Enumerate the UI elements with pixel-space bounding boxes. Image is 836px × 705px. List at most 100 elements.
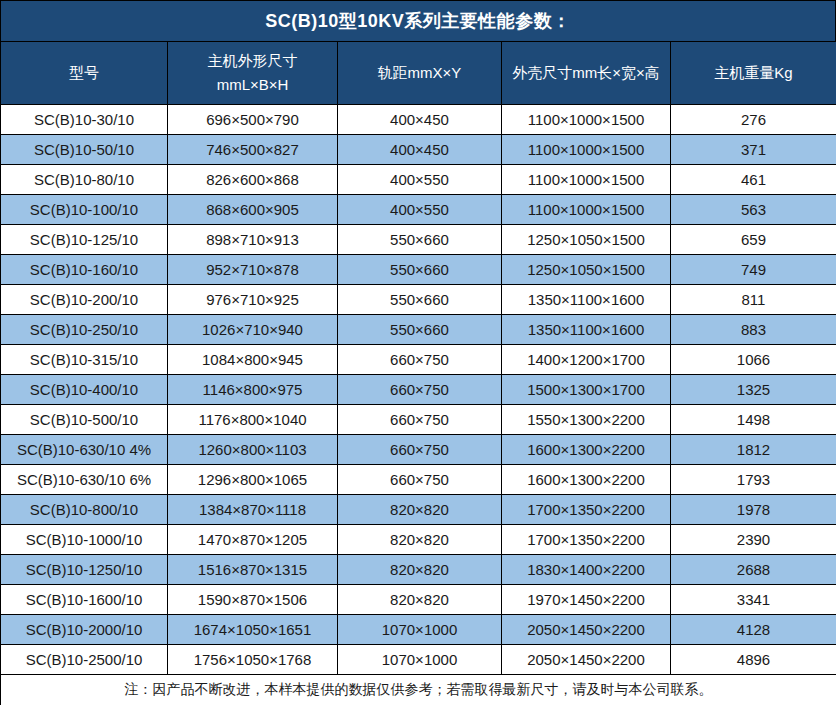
table-cell: 1296×800×1065 xyxy=(168,465,338,495)
column-header-model: 型号 xyxy=(1,42,168,105)
table-cell: 1470×870×1205 xyxy=(168,525,338,555)
table-cell: 1978 xyxy=(671,495,836,525)
table-cell: 4128 xyxy=(671,615,836,645)
table-row: SC(B)10-100/10868×600×905400×5501100×100… xyxy=(1,195,836,225)
table-cell: 1970×1450×2200 xyxy=(502,585,671,615)
table-cell: 820×820 xyxy=(338,525,502,555)
table-cell: 1674×1050×1651 xyxy=(168,615,338,645)
table-cell: 952×710×878 xyxy=(168,255,338,285)
table-cell: SC(B)10-2000/10 xyxy=(1,615,168,645)
table-row: SC(B)10-2500/101756×1050×17681070×100020… xyxy=(1,645,836,675)
table-cell: 820×820 xyxy=(338,495,502,525)
table-cell: 883 xyxy=(671,315,836,345)
table-cell: 1812 xyxy=(671,435,836,465)
table-cell: 1350×1100×1600 xyxy=(502,285,671,315)
table-cell: SC(B)10-1250/10 xyxy=(1,555,168,585)
table-cell: 696×500×790 xyxy=(168,105,338,135)
table-cell: 1700×1350×2200 xyxy=(502,525,671,555)
table-row: SC(B)10-1600/101590×870×1506820×8201970×… xyxy=(1,585,836,615)
table-cell: SC(B)10-315/10 xyxy=(1,345,168,375)
table-cell: 1260×800×1103 xyxy=(168,435,338,465)
table-cell: 746×500×827 xyxy=(168,135,338,165)
table-cell: 550×660 xyxy=(338,255,502,285)
table-cell: 371 xyxy=(671,135,836,165)
table-cell: 276 xyxy=(671,105,836,135)
table-cell: 3341 xyxy=(671,585,836,615)
table-row: SC(B)10-160/10952×710×878550×6601250×105… xyxy=(1,255,836,285)
table-cell: 820×820 xyxy=(338,555,502,585)
table-cell: 563 xyxy=(671,195,836,225)
table-cell: 1830×1400×2200 xyxy=(502,555,671,585)
table-cell: 826×600×868 xyxy=(168,165,338,195)
table-cell: 1070×1000 xyxy=(338,645,502,675)
table-cell: SC(B)10-630/10 4% xyxy=(1,435,168,465)
table-cell: 461 xyxy=(671,165,836,195)
table-cell: 1793 xyxy=(671,465,836,495)
table-cell: 660×750 xyxy=(338,375,502,405)
table-row: SC(B)10-50/10746×500×827400×4501100×1000… xyxy=(1,135,836,165)
footnote: 注：因产品不断改进，本样本提供的数据仅供参考；若需取得最新尺寸，请及时与本公司联… xyxy=(1,675,836,705)
table-cell: 1100×1000×1500 xyxy=(502,105,671,135)
column-header-rail-gauge: 轨距mmX×Y xyxy=(338,42,502,105)
table-cell: 1516×870×1315 xyxy=(168,555,338,585)
table-cell: 2390 xyxy=(671,525,836,555)
table-cell: 1500×1300×1700 xyxy=(502,375,671,405)
table-cell: SC(B)10-630/10 6% xyxy=(1,465,168,495)
table-cell: 400×550 xyxy=(338,195,502,225)
table-cell: 820×820 xyxy=(338,585,502,615)
table-cell: 2050×1450×2200 xyxy=(502,645,671,675)
table-cell: SC(B)10-800/10 xyxy=(1,495,168,525)
table-row: SC(B)10-1250/101516×870×1315820×8201830×… xyxy=(1,555,836,585)
header-row: 型号 主机外形尺寸 mmL×B×H 轨距mmX×Y 外壳尺寸mm长×宽×高 主机… xyxy=(1,42,836,105)
table-row: SC(B)10-125/10898×710×913550×6601250×105… xyxy=(1,225,836,255)
table-cell: 1100×1000×1500 xyxy=(502,165,671,195)
table-row: SC(B)10-630/10 6%1296×800×1065660×750160… xyxy=(1,465,836,495)
table-cell: 1250×1050×1500 xyxy=(502,255,671,285)
table-row: SC(B)10-30/10696×500×790400×4501100×1000… xyxy=(1,105,836,135)
table-cell: 898×710×913 xyxy=(168,225,338,255)
table-cell: 1756×1050×1768 xyxy=(168,645,338,675)
table-cell: 400×550 xyxy=(338,165,502,195)
table-cell: 811 xyxy=(671,285,836,315)
table-cell: 1400×1200×1700 xyxy=(502,345,671,375)
table-row: SC(B)10-1000/101470×870×1205820×8201700×… xyxy=(1,525,836,555)
page-title: SC(B)10型10KV系列主要性能参数： xyxy=(0,0,836,41)
table-cell: SC(B)10-100/10 xyxy=(1,195,168,225)
table-cell: 1066 xyxy=(671,345,836,375)
spec-table: 型号 主机外形尺寸 mmL×B×H 轨距mmX×Y 外壳尺寸mm长×宽×高 主机… xyxy=(0,41,836,705)
table-cell: 1700×1350×2200 xyxy=(502,495,671,525)
table-cell: 550×660 xyxy=(338,225,502,255)
footnote-row: 注：因产品不断改进，本样本提供的数据仅供参考；若需取得最新尺寸，请及时与本公司联… xyxy=(1,675,836,705)
table-cell: SC(B)10-30/10 xyxy=(1,105,168,135)
table-row: SC(B)10-630/10 4%1260×800×1103660×750160… xyxy=(1,435,836,465)
table-row: SC(B)10-200/10976×710×925550×6601350×110… xyxy=(1,285,836,315)
table-cell: SC(B)10-200/10 xyxy=(1,285,168,315)
table-row: SC(B)10-315/101084×800×945660×7501400×12… xyxy=(1,345,836,375)
table-cell: SC(B)10-400/10 xyxy=(1,375,168,405)
table-cell: 660×750 xyxy=(338,405,502,435)
table-cell: 2050×1450×2200 xyxy=(502,615,671,645)
table-cell: 550×660 xyxy=(338,285,502,315)
table-cell: SC(B)10-1000/10 xyxy=(1,525,168,555)
table-cell: 868×600×905 xyxy=(168,195,338,225)
table-cell: 1100×1000×1500 xyxy=(502,135,671,165)
table-cell: 1600×1300×2200 xyxy=(502,435,671,465)
table-cell: SC(B)10-1600/10 xyxy=(1,585,168,615)
table-cell: SC(B)10-160/10 xyxy=(1,255,168,285)
table-cell: 550×660 xyxy=(338,315,502,345)
table-cell: 1600×1300×2200 xyxy=(502,465,671,495)
table-cell: 1384×870×1118 xyxy=(168,495,338,525)
table-cell: 1550×1300×2200 xyxy=(502,405,671,435)
table-row: SC(B)10-800/101384×870×1118820×8201700×1… xyxy=(1,495,836,525)
table-cell: 1084×800×945 xyxy=(168,345,338,375)
table-row: SC(B)10-500/101176×800×1040660×7501550×1… xyxy=(1,405,836,435)
table-cell: 1498 xyxy=(671,405,836,435)
table-cell: 1070×1000 xyxy=(338,615,502,645)
column-header-enclosure-dimensions: 外壳尺寸mm长×宽×高 xyxy=(502,42,671,105)
table-cell: 1146×800×975 xyxy=(168,375,338,405)
table-cell: 660×750 xyxy=(338,435,502,465)
table-cell: 660×750 xyxy=(338,345,502,375)
table-cell: 4896 xyxy=(671,645,836,675)
table-row: SC(B)10-250/101026×710×940550×6601350×11… xyxy=(1,315,836,345)
spec-sheet: SC(B)10型10KV系列主要性能参数： 型号 主机外形尺寸 mmL×B×H … xyxy=(0,0,836,705)
